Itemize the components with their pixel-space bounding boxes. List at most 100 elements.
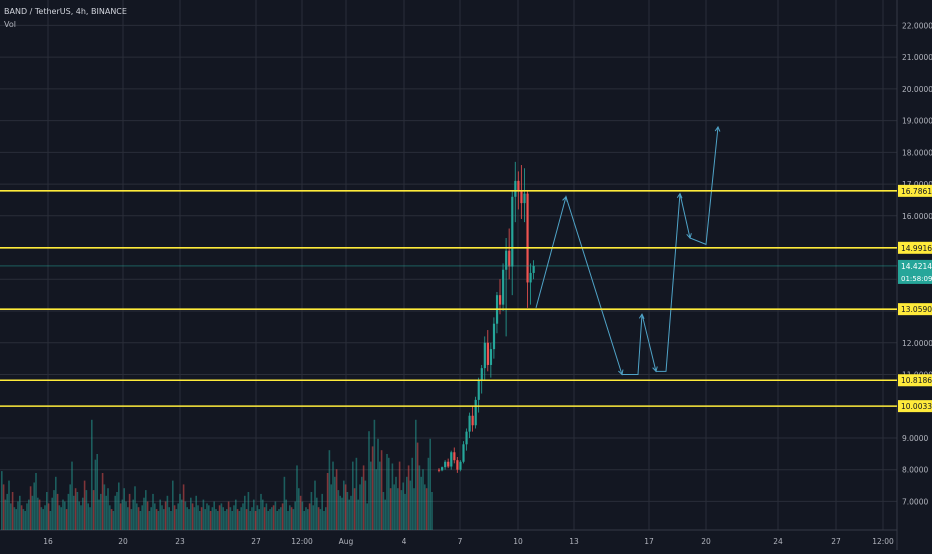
volume-bar — [92, 490, 95, 530]
volume-indicator-label[interactable]: Vol — [4, 20, 16, 29]
candle-body — [526, 193, 529, 283]
volume-bar — [386, 454, 388, 530]
volume-bar — [80, 505, 82, 530]
volume-bar — [382, 492, 385, 530]
volume-bar — [253, 499, 255, 530]
candle-body — [477, 380, 480, 400]
level-price-label: 14.9916 — [901, 244, 932, 253]
volume-bar — [82, 497, 84, 530]
volume-bar — [143, 497, 145, 530]
chart-legend: BAND / TetherUS, 4h, BINANCE Vol — [4, 5, 127, 31]
volume-bar — [49, 511, 52, 530]
volume-bar — [146, 501, 149, 530]
volume-bar — [348, 499, 350, 530]
volume-bar — [208, 505, 210, 530]
volume-bar — [20, 505, 23, 530]
y-tick-label: 12.0000 — [902, 339, 932, 348]
volume-bar — [175, 509, 178, 530]
volume-bar — [350, 495, 352, 530]
volume-bar — [247, 492, 250, 530]
volume-bar — [206, 503, 208, 530]
x-tick-label: Aug — [339, 537, 354, 546]
volume-bar — [4, 499, 7, 530]
x-tick-label: 20 — [701, 537, 711, 546]
volume-bar — [244, 495, 246, 530]
volume-bar — [427, 457, 430, 530]
volume-bar — [391, 463, 394, 530]
volume-bar — [139, 511, 142, 530]
x-tick-label: 24 — [773, 537, 783, 546]
level-price-tag — [898, 241, 932, 254]
candle-body — [486, 342, 489, 365]
volume-bar — [296, 465, 298, 530]
volume-bar — [170, 511, 172, 530]
volume-bar — [19, 495, 21, 530]
volume-bar — [312, 505, 314, 530]
volume-bar — [310, 492, 313, 530]
volume-bar — [402, 482, 404, 530]
volume-bar — [334, 476, 336, 530]
candle-body — [462, 444, 465, 462]
volume-bar — [406, 476, 408, 530]
volume-bar — [301, 501, 304, 530]
volume-bar — [418, 465, 421, 530]
candle-body — [520, 190, 523, 204]
volume-bar — [150, 507, 152, 530]
volume-bar — [380, 450, 383, 530]
projection-arrowhead — [714, 125, 721, 132]
volume-bar — [128, 493, 131, 530]
volume-bar — [17, 501, 19, 530]
symbol-title[interactable]: BAND / TetherUS, 4h, BINANCE — [4, 7, 127, 16]
volume-bar — [353, 488, 356, 530]
candle-body — [450, 452, 453, 467]
candle-body — [447, 461, 450, 467]
volume-bar — [172, 480, 174, 530]
candle-body — [492, 323, 496, 350]
volume-bar — [242, 503, 244, 530]
volume-bar — [269, 509, 271, 530]
volume-bar — [357, 499, 359, 530]
volume-bar — [10, 503, 12, 530]
volume-bar — [398, 461, 401, 530]
volume-bar — [220, 503, 223, 530]
volume-bar — [123, 488, 125, 530]
volume-bar — [213, 501, 215, 530]
volume-bar — [40, 507, 43, 530]
volume-bar — [431, 492, 433, 530]
volume-bar — [35, 473, 37, 530]
volume-bar — [60, 507, 62, 530]
volume-bar — [2, 484, 5, 530]
volume-bar — [325, 507, 327, 530]
candle-body — [532, 265, 535, 273]
x-tick-label: 12:00 — [872, 537, 894, 546]
volume-bar — [98, 499, 100, 530]
volume-bar — [33, 482, 35, 530]
volume-bar — [154, 503, 156, 530]
y-tick-label: 22.0000 — [902, 21, 932, 30]
volume-bar — [240, 507, 242, 530]
volume-bar — [182, 484, 185, 530]
volume-bar — [204, 509, 206, 530]
volume-bar — [209, 511, 212, 530]
volume-bar — [346, 492, 349, 530]
volume-bar — [191, 503, 194, 530]
volume-bar — [283, 476, 286, 530]
volume-bar — [330, 484, 332, 530]
volume-bar — [26, 503, 28, 530]
volume-bar — [337, 490, 340, 530]
volume-bar — [404, 493, 406, 530]
volume-bar — [69, 484, 71, 530]
volume-bar — [236, 509, 239, 530]
volume-bar — [359, 484, 361, 530]
volume-bar — [107, 488, 109, 530]
volume-bar — [136, 503, 138, 530]
x-tick-label: 27 — [831, 537, 841, 546]
volume-bar — [195, 495, 197, 530]
candle-body — [438, 469, 441, 471]
volume-bar — [254, 511, 257, 530]
volume-bar — [263, 507, 266, 530]
volume-bar — [109, 505, 111, 530]
volume-bar — [343, 480, 345, 530]
